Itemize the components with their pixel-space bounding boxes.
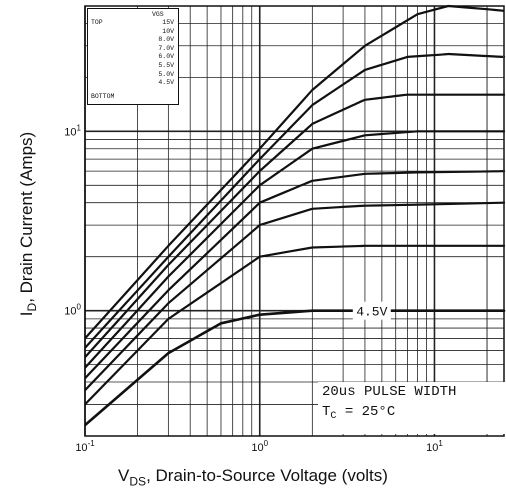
curve-vgs (84, 52, 506, 349)
x-tick-label: 10-1 (75, 439, 95, 454)
x-tick-exponent: -1 (88, 439, 96, 448)
x-tick-exponent: 0 (264, 439, 269, 448)
y-tick-exponent: 1 (77, 123, 82, 132)
y-axis-label-main: I (16, 311, 36, 317)
y-tick-label: 101 (64, 123, 81, 138)
pulse-width-note: 20us PULSE WIDTH (322, 384, 457, 400)
legend-header: VGS (152, 11, 164, 18)
y-axis-label-rest: , Drain Current (Amps) (16, 131, 36, 303)
curve-vgs (84, 309, 506, 427)
curve-label-bg (352, 301, 391, 320)
legend-bottom-label: BOTTOM (91, 93, 115, 100)
legend-top-label: TOP (91, 19, 103, 26)
x-tick-base: 10 (426, 442, 438, 454)
y-tick-base: 10 (64, 306, 76, 318)
x-axis-label-sub: DS (129, 474, 147, 489)
x-tick-exponent: 1 (438, 439, 443, 448)
legend-entry: 8.0V (158, 36, 174, 44)
temperature-note: TC = 25°C (322, 402, 506, 427)
curves: 4.5V (84, 4, 506, 427)
y-tick-base: 10 (64, 126, 76, 138)
x-tick-label: 100 (251, 439, 268, 454)
legend-entry: 5.0V (158, 70, 174, 78)
x-tick-base: 10 (75, 442, 87, 454)
y-tick-exponent: 0 (77, 303, 82, 312)
curve-vgs (84, 244, 506, 406)
curve-vgs (84, 130, 506, 369)
curve-vgs (84, 4, 505, 340)
x-axis-label-rest: , Drain-to-Source Voltage (volts) (146, 466, 388, 485)
temperature-note-sub: C (330, 411, 337, 422)
curve-vgs (84, 170, 506, 379)
temperature-note-rest: = 25°C (336, 404, 396, 420)
legend-entry: 15V (162, 19, 174, 26)
y-tick-label: 100 (64, 303, 81, 318)
x-axis-label-main: V (118, 466, 130, 485)
legend-entry: 4.5V (158, 79, 174, 87)
curve-vgs (84, 93, 506, 358)
plot-frame (84, 5, 505, 437)
legend-values: 15V 10V 8.0V 7.0V 6.0V 5.5V 5.0V 4.5V (146, 19, 174, 88)
x-tick-base: 10 (251, 442, 263, 454)
test-condition-note: 20us PULSE WIDTH TC = 25°C (318, 382, 506, 434)
legend-entry: 5.5V (158, 61, 174, 69)
y-axis-label-sub: D (25, 302, 40, 312)
x-tick-label: 101 (426, 439, 443, 454)
legend-entry: 7.0V (158, 44, 174, 52)
curve-vgs (84, 201, 506, 391)
x-axis-label: VDS, Drain-to-Source Voltage (volts) (0, 466, 506, 488)
legend: VGS TOP BOTTOM 15V 10V 8.0V 7.0V 6.0V 5.… (87, 8, 179, 105)
legend-entry: 6.0V (158, 53, 174, 61)
temperature-note-main: T (322, 404, 331, 420)
y-axis-label: ID, Drain Current (Amps) (16, 132, 40, 317)
curve-label-4-5v: 4.5V (356, 305, 387, 320)
legend-entry: 10V (162, 27, 174, 35)
